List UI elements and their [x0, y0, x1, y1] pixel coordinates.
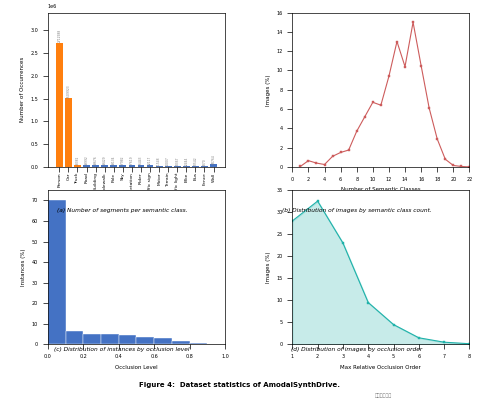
Y-axis label: Number of Occurrences: Number of Occurrences: [20, 57, 25, 122]
Text: 9370: 9370: [203, 159, 206, 166]
Bar: [119, 335, 137, 344]
Text: 20007: 20007: [166, 156, 170, 166]
Text: 37619: 37619: [130, 155, 134, 165]
Bar: [101, 165, 108, 167]
Bar: [48, 200, 66, 344]
Text: 39676: 39676: [93, 155, 98, 165]
Text: (a) Number of segments per semantic class.: (a) Number of segments per semantic clas…: [57, 208, 187, 213]
Text: 18367: 18367: [175, 157, 179, 166]
Text: 21548: 21548: [157, 156, 161, 166]
Text: 60764: 60764: [212, 155, 216, 164]
Y-axis label: Images (%): Images (%): [266, 74, 271, 105]
Bar: [156, 166, 162, 167]
Bar: [190, 343, 207, 344]
Bar: [165, 166, 171, 167]
Bar: [183, 166, 190, 167]
Bar: [154, 339, 172, 344]
Bar: [74, 165, 81, 167]
Text: 39429: 39429: [103, 155, 107, 165]
Bar: [92, 165, 99, 167]
Text: 32117: 32117: [148, 156, 152, 165]
Bar: [65, 98, 72, 167]
Bar: [192, 166, 199, 167]
Text: 37982: 37982: [121, 156, 125, 165]
Bar: [210, 164, 217, 167]
X-axis label: Number of Semantic Classes: Number of Semantic Classes: [341, 187, 421, 192]
Bar: [101, 334, 119, 344]
Bar: [110, 165, 117, 167]
Bar: [128, 165, 136, 167]
Text: Figure 4:  Dataset statistics of AmodalSynthDrive.: Figure 4: Dataset statistics of AmodalSy…: [139, 382, 340, 388]
Bar: [201, 166, 208, 167]
Text: (d) Distribution of images by occlusion order: (d) Distribution of images by occlusion …: [291, 346, 422, 352]
Text: 36443: 36443: [139, 156, 143, 165]
Text: 1509923: 1509923: [67, 84, 70, 97]
Bar: [83, 165, 90, 167]
Bar: [56, 43, 63, 167]
Bar: [119, 165, 126, 167]
Text: 39992: 39992: [85, 155, 89, 165]
Text: 2712988: 2712988: [57, 29, 61, 42]
Bar: [137, 336, 154, 344]
Text: 43382: 43382: [76, 155, 80, 165]
Text: (b) Distribution of images by semantic class count.: (b) Distribution of images by semantic c…: [282, 208, 432, 213]
X-axis label: Occlusion Level: Occlusion Level: [115, 365, 158, 370]
Bar: [83, 334, 101, 344]
Text: 39134: 39134: [112, 156, 116, 165]
Text: 10542: 10542: [194, 157, 197, 166]
Y-axis label: Instances (%): Instances (%): [22, 249, 26, 286]
Text: 自动驾驶专栏: 自动驾驶专栏: [375, 393, 392, 398]
X-axis label: Max Relative Occlusion Order: Max Relative Occlusion Order: [341, 365, 421, 370]
Text: (c) Distribution of instances by occlusion level: (c) Distribution of instances by occlusi…: [55, 346, 190, 352]
Bar: [137, 165, 144, 167]
Bar: [147, 165, 153, 167]
Y-axis label: Images (%): Images (%): [266, 252, 271, 283]
X-axis label: Semantic Classes: Semantic Classes: [112, 202, 161, 207]
Bar: [172, 341, 190, 344]
Bar: [174, 166, 181, 167]
Bar: [66, 331, 83, 344]
Text: 12444: 12444: [184, 157, 188, 166]
